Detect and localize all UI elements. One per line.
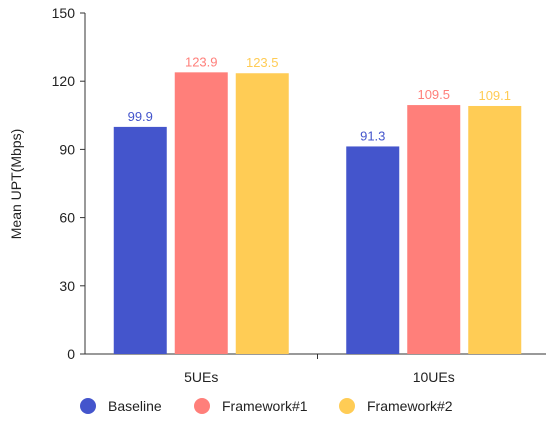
y-tick-label: 30 (59, 278, 75, 294)
bar (407, 105, 461, 354)
y-tick-label: 60 (59, 210, 75, 226)
data-label: 123.5 (246, 55, 279, 70)
y-tick-label: 0 (67, 346, 75, 362)
bar (346, 146, 400, 354)
legend-marker (194, 398, 210, 414)
x-tick-label: 10UEs (413, 369, 455, 385)
bars: 99.9 123.9 123.5 91.3 109.5 109.1 (113, 54, 522, 355)
data-label: 109.5 (417, 87, 450, 102)
bar (113, 126, 167, 354)
legend: Baseline Framework#1 Framework#2 (80, 398, 453, 414)
data-label: 109.1 (478, 88, 511, 103)
y-axis: 0 30 60 90 120 150 (52, 5, 86, 362)
y-tick-label: 90 (59, 141, 75, 157)
bar (174, 72, 228, 355)
legend-marker (339, 398, 355, 414)
legend-marker (80, 398, 96, 414)
x-axis: 5UEs 10UEs (85, 353, 546, 385)
y-tick-label: 150 (52, 5, 76, 21)
bar (468, 105, 522, 354)
data-label: 99.9 (128, 109, 153, 124)
y-axis-title: Mean UPT(Mbps) (8, 129, 24, 239)
data-label: 123.9 (185, 54, 218, 69)
data-label: 91.3 (360, 128, 385, 143)
legend-label: Baseline (108, 398, 162, 414)
bar (235, 73, 289, 354)
x-tick-label: 5UEs (184, 369, 218, 385)
y-tick-label: 120 (52, 73, 76, 89)
legend-label: Framework#2 (367, 398, 453, 414)
legend-label: Framework#1 (222, 398, 308, 414)
